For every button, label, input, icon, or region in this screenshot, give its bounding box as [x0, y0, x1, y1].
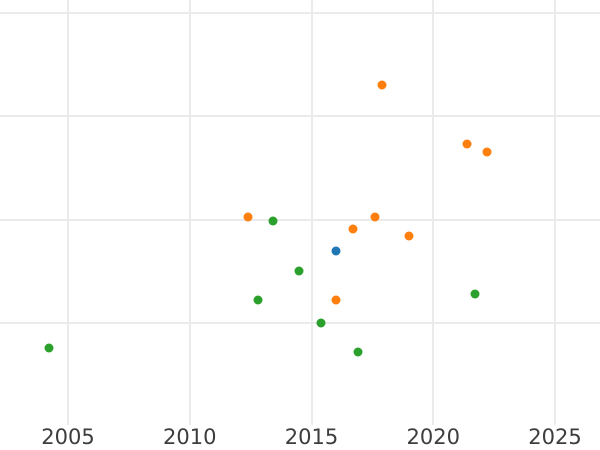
data-point-orange: [370, 212, 380, 222]
data-point-orange: [404, 231, 414, 241]
data-point-orange: [482, 147, 492, 157]
vertical-gridline: [310, 0, 313, 425]
x-tick-label: 2010: [163, 425, 217, 449]
data-point-green: [353, 347, 363, 357]
x-tick-label: 2025: [528, 425, 582, 449]
x-tick-label: 2020: [406, 425, 460, 449]
data-point-green: [253, 295, 263, 305]
data-point-green: [316, 318, 326, 328]
data-point-orange: [243, 212, 253, 222]
horizontal-gridline: [0, 322, 600, 324]
horizontal-gridline: [0, 218, 600, 221]
data-point-orange: [462, 139, 472, 149]
vertical-gridline: [188, 0, 191, 425]
vertical-gridline: [554, 0, 556, 425]
data-point-green: [268, 216, 278, 226]
data-point-green: [294, 266, 304, 276]
horizontal-gridline: [0, 11, 600, 14]
x-tick-label: 2005: [41, 425, 95, 449]
data-point-orange: [331, 295, 341, 305]
data-point-green: [470, 289, 480, 299]
vertical-gridline: [432, 0, 435, 425]
vertical-gridline: [67, 0, 69, 425]
data-point-orange: [377, 80, 387, 90]
data-point-orange: [348, 224, 358, 234]
horizontal-gridline: [0, 115, 600, 117]
data-point-blue: [331, 246, 341, 256]
x-tick-label: 2015: [284, 425, 339, 449]
data-point-green: [44, 343, 54, 353]
